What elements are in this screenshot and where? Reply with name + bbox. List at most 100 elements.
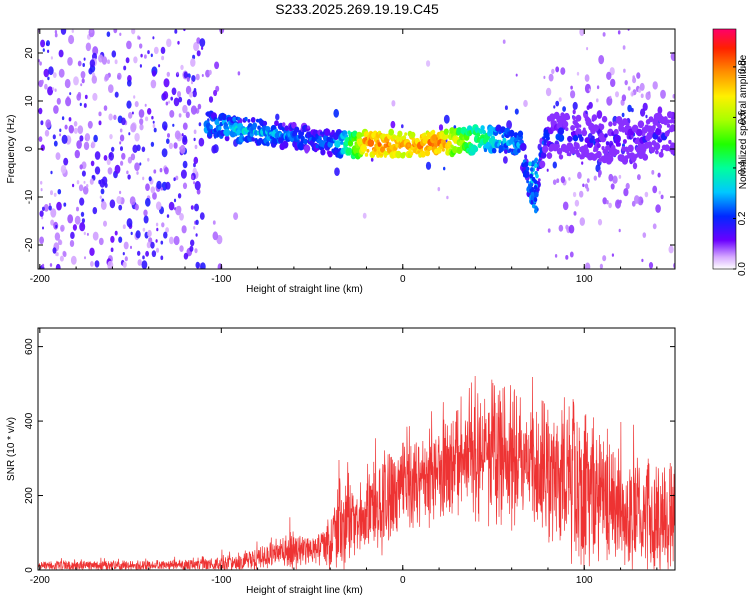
spectral-blob [625,182,630,190]
spectral-blob [602,32,606,37]
ridge-blob [407,143,410,147]
snr-xtick-label: 100 [576,575,593,586]
spectral-blob [139,162,142,166]
spectral-blob [74,149,81,159]
spectral-blob [55,263,61,269]
spectral-blob [103,220,107,227]
ridge-blob [572,115,576,121]
spectral-blob [100,188,105,195]
ridge-blob [209,125,213,130]
dip-blob [533,185,538,190]
spectral-blob [128,132,131,136]
ridge-blob [575,114,582,122]
spectral-blob [547,228,551,233]
spectral-blob [155,222,159,227]
spectral-blob [577,171,582,179]
ridge-blob [472,145,479,153]
ridge-blob [569,136,573,141]
spectral-blob [99,195,102,199]
ridge-blob [247,119,251,123]
spectral-blob [181,133,184,137]
spectral-blob [86,184,89,188]
spectral-blob [38,107,43,115]
spectral-blob [602,255,607,262]
spectral-blob [152,120,155,124]
spectral-blob [101,56,108,65]
spectral-blob [609,95,612,99]
spectral-blob [83,103,87,108]
spectral-blob [132,144,138,153]
spectral-blob [164,167,169,175]
spectral-blob [170,96,173,101]
ridge-blob [634,125,639,130]
spectral-blob [562,201,569,211]
spectral-blob [71,29,75,33]
ridge-blob [367,138,375,147]
spectral-blob [612,175,618,184]
spectral-blob [606,96,613,106]
spectral-blob [618,174,622,179]
ridge-blob [627,144,634,153]
spectral-blob [644,191,649,198]
spectral-blob [50,219,55,226]
spectral-blob [641,258,644,263]
spectral-blob [570,85,573,90]
spectral-blob [165,227,170,233]
spectral-blob [68,117,72,122]
dip-blob [530,192,535,197]
dip-blob [529,188,534,193]
spectral-blob [195,233,198,237]
spectral-blob [548,73,554,82]
dip-blob [528,161,532,167]
spectral-blob [94,151,101,160]
spectral-blob [198,122,202,127]
ridge-blob [525,171,530,177]
spectral-blob [89,178,94,185]
ridge-blob [303,144,311,153]
spectral-blob [134,132,140,142]
spectral-blob [145,250,150,257]
spectral-blob [652,81,658,90]
spectral-blob [645,91,651,101]
spectral-blob [572,109,576,115]
spectral-blob [69,240,75,247]
spectral-blob [126,100,132,109]
spectral-blob [582,183,585,188]
spectral-blob [552,179,557,185]
ridge-blob [409,151,414,156]
dip-blob [529,173,533,179]
ridge-blob [281,122,286,127]
spectral-blob [90,261,94,267]
spectral-blob [579,190,584,198]
ridge-blob [631,158,636,163]
spectral-blob [186,76,190,82]
ridge-blob [651,124,656,130]
spectral-blob [657,106,663,114]
spectral-blob [658,190,661,195]
spectral-blob [652,185,658,194]
spectral-blob [576,71,580,76]
spectral-blob [110,247,114,253]
spectral-blob [199,212,205,220]
spectral-blob [190,175,194,180]
ridge-blob [570,125,575,131]
spectral-blob [631,92,634,96]
spectral-blob [152,36,155,40]
spectral-blob [126,218,133,228]
spectral-blob [443,166,446,171]
spec-xtick-label: -200 [30,274,50,285]
ridge-blob [443,128,449,135]
ridge-blob [649,146,656,154]
spectral-blob [50,208,57,218]
ridge-blob [558,154,564,160]
spectral-blob [193,181,196,185]
dip-blob [528,184,532,189]
spectral-blob [151,70,157,77]
spectral-blob [101,176,108,185]
spectral-blob [73,121,78,127]
ridge-blob [533,191,539,198]
spectral-blob [76,180,80,185]
ridge-blob [347,140,354,147]
ridge-blob [672,149,675,155]
spectral-blob [119,128,123,133]
